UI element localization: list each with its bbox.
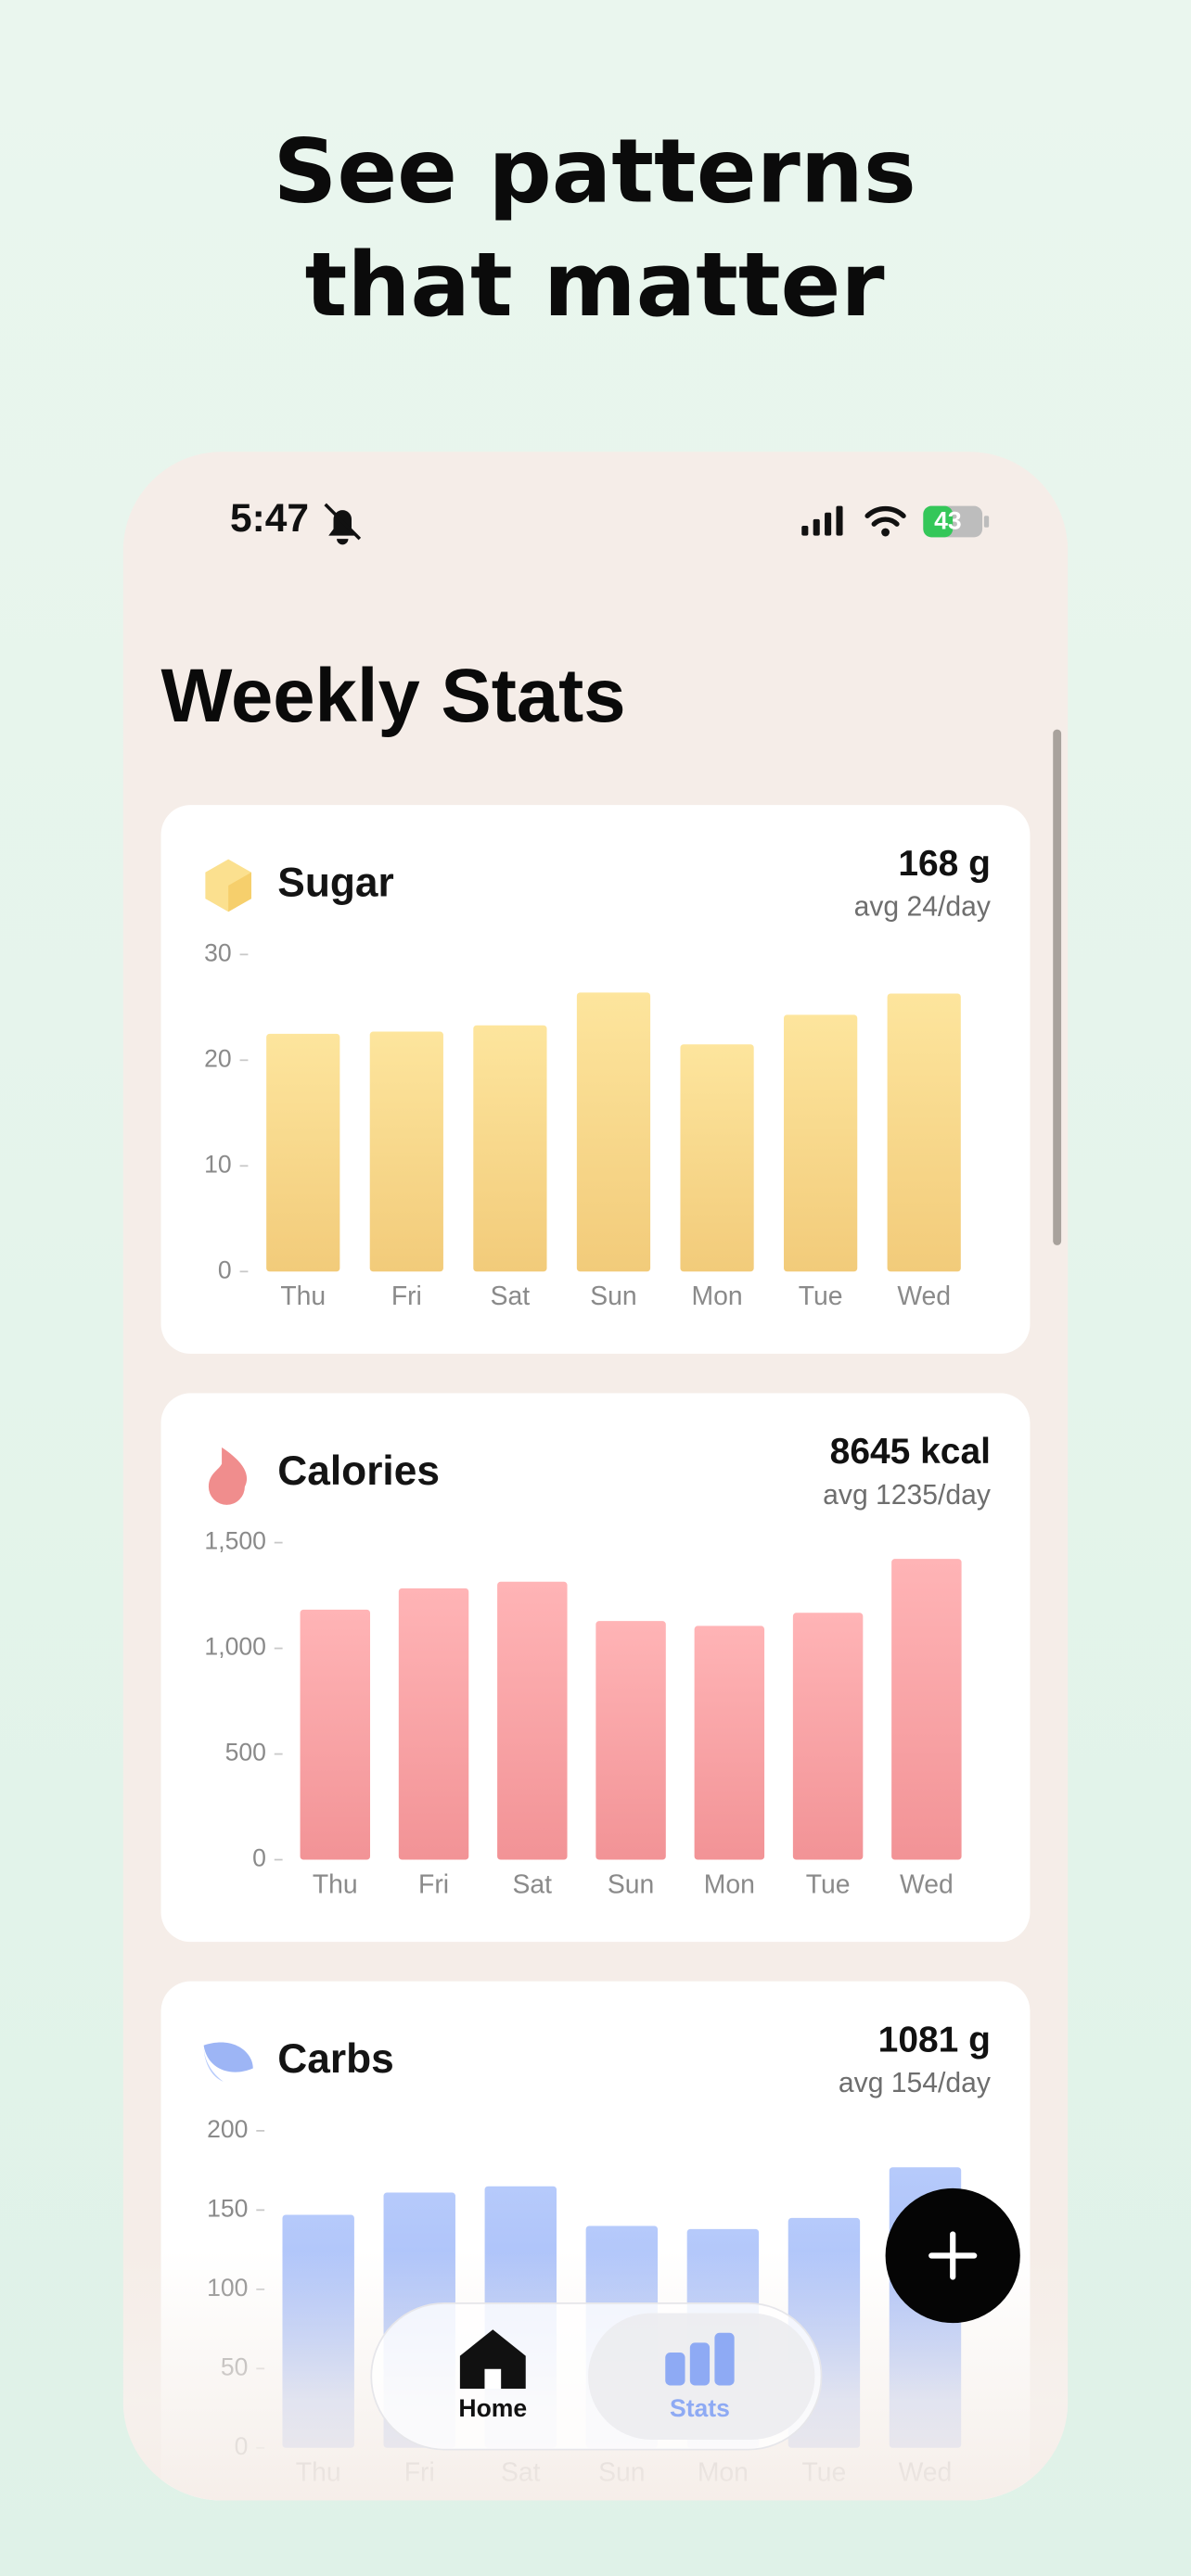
- card-name: Carbs: [277, 2036, 393, 2082]
- card-average: avg 24/day: [854, 892, 991, 923]
- x-tick-label: Thu: [280, 1282, 326, 1311]
- card-total: 1081 g: [878, 2020, 991, 2060]
- bar: [596, 1621, 666, 1860]
- sugar-icon-face: [228, 872, 251, 912]
- y-tick-label: 1,500: [204, 1527, 265, 1555]
- x-tick-label: Wed: [897, 1282, 951, 1311]
- x-tick-label: Sun: [608, 1869, 654, 1899]
- x-tick-label: Tue: [799, 1282, 843, 1311]
- add-icon: [928, 2231, 978, 2280]
- bar: [300, 1609, 371, 1860]
- wifi-icon: [864, 505, 906, 527]
- stats-icon[interactable]: [665, 2332, 735, 2386]
- bar: [784, 1014, 858, 1272]
- y-tick-label: 20: [204, 1044, 232, 1072]
- y-tick-label: 500: [225, 1739, 266, 1766]
- x-tick-label: Fri: [391, 1282, 422, 1311]
- y-tick-label: 10: [204, 1150, 232, 1178]
- card-average: avg 154/day: [839, 2068, 991, 2098]
- phone-screen: 5:47 43 Weekly Stats Sugar 168 g avg 24/da…: [122, 497, 1069, 2501]
- calories-icon: [208, 1447, 248, 1505]
- card-average: avg 1235/day: [823, 1480, 991, 1511]
- home-icon[interactable]: [459, 2329, 526, 2390]
- screen-title: Weekly Stats: [161, 654, 626, 738]
- stat-card: Calories 8645 kcal avg 1235/day 0 500 1,000 1,…: [160, 1393, 1031, 1943]
- y-tick-label: 30: [204, 938, 232, 966]
- card-total: 168 g: [898, 844, 991, 884]
- wifi-dot: [881, 528, 890, 537]
- bar: [369, 1031, 443, 1272]
- x-tick-label: Fri: [418, 1869, 449, 1899]
- signal-icon: [801, 505, 843, 536]
- x-tick-label: Thu: [313, 1869, 358, 1899]
- battery-level: [923, 505, 954, 538]
- x-tick-label: Mon: [692, 1282, 743, 1311]
- y-tick-label: 1,000: [204, 1633, 265, 1661]
- y-tick-label: 0: [252, 1844, 266, 1872]
- y-tick-label: 200: [207, 2115, 248, 2143]
- bar: [266, 1033, 340, 1272]
- card-name: Sugar: [277, 861, 393, 906]
- bar: [398, 1588, 469, 1860]
- home-door: [484, 2368, 502, 2390]
- x-tick-label: Sun: [590, 1282, 636, 1311]
- mute-icon: [328, 510, 357, 545]
- bar: [694, 1626, 765, 1860]
- carbs-icon-b: [203, 2045, 224, 2082]
- bar: [680, 1044, 754, 1272]
- mute-slash: [324, 503, 362, 541]
- bar: [887, 993, 961, 1272]
- scrollbar: [1053, 729, 1062, 1245]
- battery-percent: 43: [934, 506, 962, 534]
- status-time: 5:47: [230, 497, 309, 541]
- x-tick-label: Mon: [704, 1869, 755, 1899]
- x-tick-label: Tue: [806, 1869, 851, 1899]
- bar: [792, 1613, 864, 1860]
- tab-label[interactable]: Stats: [670, 2394, 730, 2422]
- headline: See patterns: [273, 120, 916, 223]
- x-tick-label: Wed: [900, 1869, 954, 1899]
- carbs-icon: [203, 2042, 253, 2072]
- bar: [497, 1581, 568, 1860]
- tab-label[interactable]: Home: [458, 2394, 527, 2422]
- bar: [576, 992, 651, 1272]
- headline: that matter: [305, 233, 885, 337]
- y-tick-label: 0: [218, 1256, 232, 1283]
- x-tick-label: Sat: [491, 1282, 531, 1311]
- stat-card: Sugar 168 g avg 24/day 0 10 20 30 Thu Fri Sat Sun M…: [160, 805, 1031, 1354]
- y-tick-label: 150: [207, 2194, 248, 2222]
- bar: [473, 1025, 547, 1272]
- card-total: 8645 kcal: [830, 1432, 991, 1472]
- bar: [891, 1559, 962, 1860]
- card-name: Calories: [277, 1448, 440, 1494]
- x-tick-label: Sat: [513, 1869, 553, 1899]
- battery-cap: [983, 516, 990, 528]
